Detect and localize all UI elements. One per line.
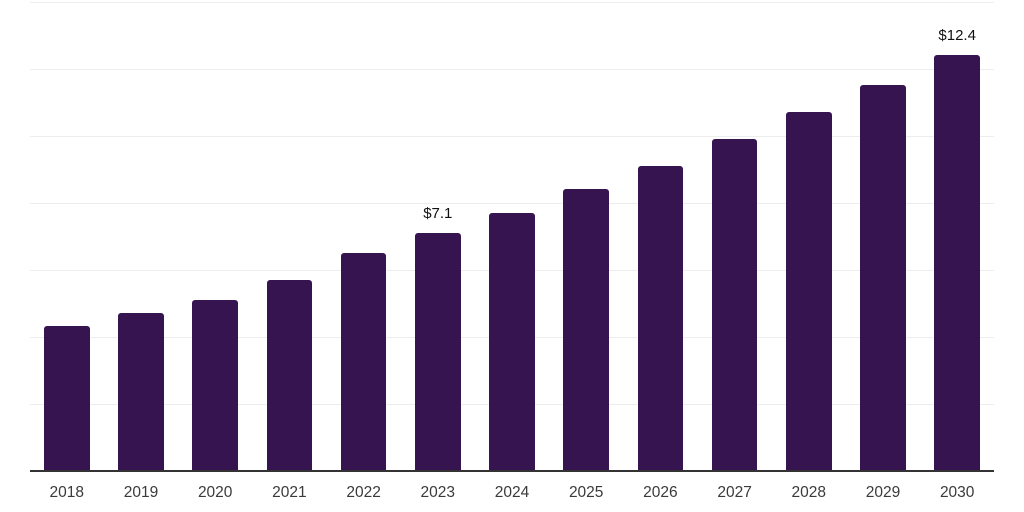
bar-2022 [340, 252, 387, 471]
x-tick-label-2018: 2018 [49, 484, 85, 501]
bar-2019 [118, 313, 164, 471]
gridline-14 [29, 1, 994, 3]
x-tick-label-2030: 2030 [939, 484, 975, 501]
x-tick-label-2027: 2027 [717, 484, 752, 501]
x-tick-label-2019: 2019 [123, 484, 159, 501]
gridline-10 [29, 135, 994, 137]
bar-value-label-2030: $12.4 [938, 27, 976, 45]
bar-2021 [266, 279, 313, 471]
x-axis-line [29, 469, 994, 472]
bar-2018 [43, 326, 90, 471]
gridline-12 [29, 68, 994, 70]
bar-2026 [637, 165, 684, 471]
x-tick-label-2023: 2023 [420, 484, 456, 501]
x-tick-label-2021: 2021 [272, 484, 307, 501]
x-tick-label-2028: 2028 [791, 484, 827, 501]
bar-2027 [711, 138, 758, 471]
bar-2025 [563, 189, 610, 471]
x-tick-label-2022: 2022 [346, 484, 381, 501]
bar-value-label-2023: $7.1 [423, 204, 453, 222]
x-tick-label-2024: 2024 [494, 484, 530, 501]
x-tick-label-2029: 2029 [865, 484, 901, 501]
x-tick-label-2020: 2020 [197, 484, 233, 501]
bar-2028 [785, 112, 832, 471]
bar-2030 [934, 55, 981, 471]
gridline-8 [29, 202, 994, 204]
bar-2023 [414, 232, 461, 471]
bar-2024 [489, 212, 535, 471]
bar-2020 [192, 299, 239, 471]
bar-2029 [860, 85, 906, 471]
x-tick-label-2026: 2026 [643, 484, 678, 501]
x-tick-label-2025: 2025 [568, 484, 604, 501]
